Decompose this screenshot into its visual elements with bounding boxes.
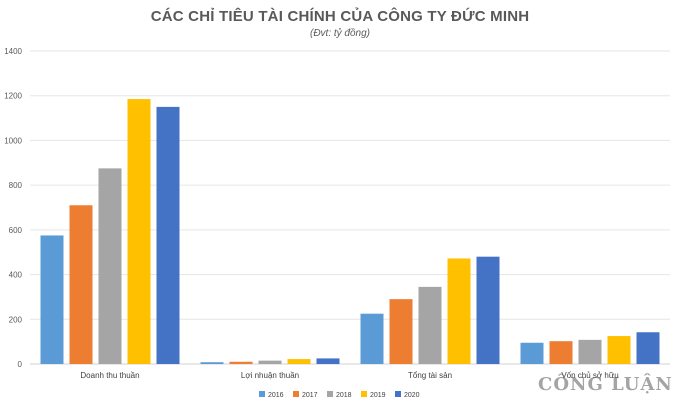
legend-swatch-2019 [361, 391, 367, 397]
bar-2017-2 [229, 361, 253, 364]
legend-label: 2018 [336, 392, 352, 399]
y-tick-label: 1400 [4, 47, 22, 56]
bar-2020-3 [476, 256, 500, 364]
bar-2020-2 [316, 358, 340, 364]
legend-swatch-2016 [259, 391, 265, 397]
x-category-label: Lợi nhuận thuần [241, 371, 299, 380]
y-tick-label: 400 [9, 271, 23, 280]
y-tick-label: 600 [9, 226, 23, 235]
bar-2017-3 [389, 299, 413, 364]
x-category-label: Tổng tài sản [408, 371, 452, 380]
bar-2020-1 [156, 106, 180, 365]
bar-2018-4 [578, 339, 602, 364]
y-tick-label: 1200 [4, 92, 22, 101]
x-category-label: Vốn chủ sở hữu [561, 371, 618, 380]
watermark-logo: CÔNG LUẬN [538, 374, 673, 395]
bar-2016-1 [40, 235, 64, 364]
legend-label: 2019 [370, 392, 386, 399]
y-tick-label: 800 [9, 181, 23, 190]
legend-swatch-2020 [395, 391, 401, 397]
legend-label: 2017 [302, 392, 318, 399]
bar-2017-4 [549, 341, 573, 364]
legend-swatch-2017 [293, 391, 299, 397]
chart-subtitle: (Đvt: tỷ đồng) [309, 28, 371, 39]
y-tick-label: 0 [18, 360, 23, 369]
bar-2018-3 [418, 286, 442, 364]
bar-2017-1 [69, 205, 93, 364]
bar-2018-1 [98, 168, 122, 364]
bar-2018-2 [258, 360, 282, 364]
bar-2016-4 [520, 342, 544, 364]
legend-label: 2020 [404, 392, 420, 399]
legend-label: 2016 [268, 392, 284, 399]
bar-2019-4 [607, 336, 631, 364]
bar-2019-3 [447, 258, 471, 364]
bar-2016-3 [360, 313, 384, 364]
chart-title: CÁC CHỈ TIÊU TÀI CHÍNH CỦA CÔNG TY ĐỨC M… [150, 8, 530, 25]
y-tick-label: 200 [9, 315, 23, 324]
legend-swatch-2018 [327, 391, 333, 397]
bar-2016-2 [200, 362, 224, 364]
bar-2019-1 [127, 99, 151, 364]
bar-2019-2 [287, 359, 311, 364]
bar-2020-4 [636, 332, 660, 364]
y-tick-label: 1000 [4, 136, 22, 145]
x-category-label: Doanh thu thuần [80, 371, 139, 380]
